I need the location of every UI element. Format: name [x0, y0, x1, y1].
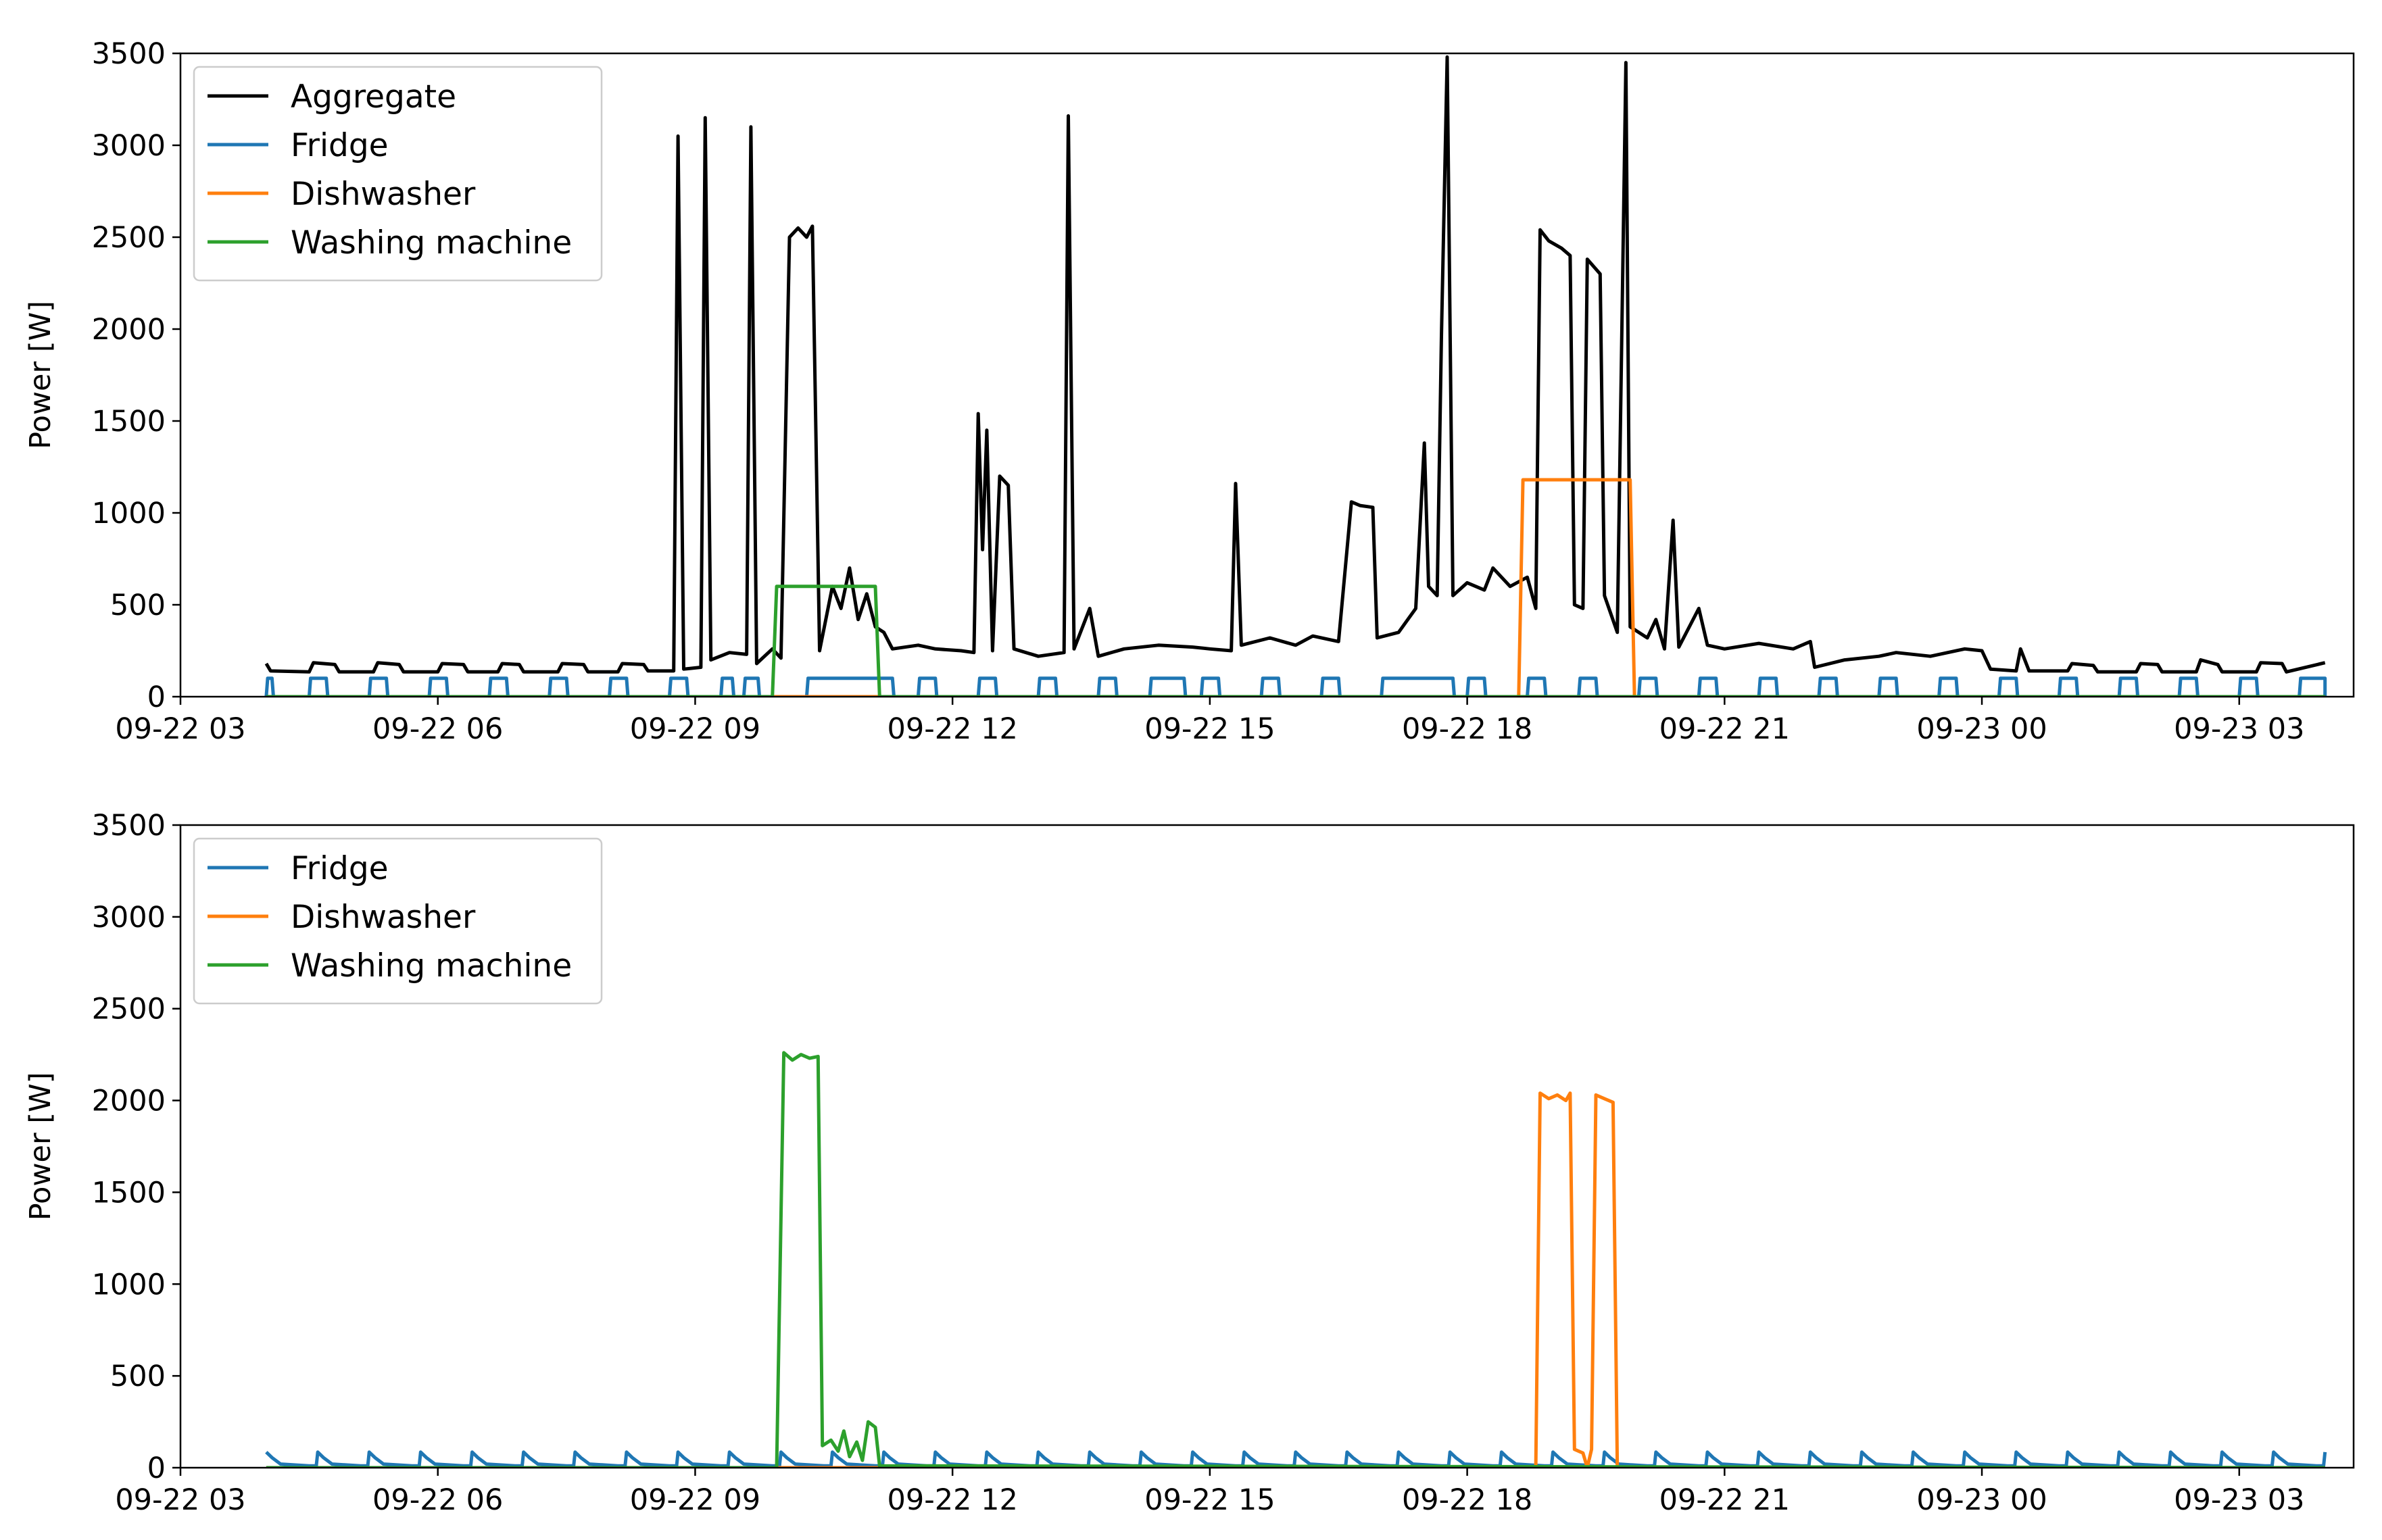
chart-2-xtick-label-8: 09-23 03 [2174, 1483, 2304, 1517]
chart-1: 0 500 1000 1500 2000 2500 3000 3500 09-22 03 09-2… [24, 37, 2355, 746]
chart-2-ytick-label-2500: 2500 [92, 993, 166, 1026]
chart-1-xtick-label-7: 09-23 00 [1916, 712, 2047, 746]
chart-2: 0 500 1000 1500 2000 2500 3000 3500 09-22 03 09-2… [24, 809, 2355, 1517]
chart-1-ytick-label-1500: 1500 [92, 405, 166, 439]
chart-2-xtick-label-2: 09-22 09 [630, 1483, 760, 1517]
chart-2-legend-box [193, 837, 603, 1005]
chart-1-ytick-label-2500: 2500 [92, 221, 166, 255]
chart-2-legend-label-dishwasher: Dishwasher [291, 899, 476, 936]
chart-1-xtick-label-0: 09-22 03 [115, 712, 245, 746]
chart-2-plot-area [265, 1051, 2327, 1468]
chart-2-series-fridge [265, 1450, 2327, 1468]
chart-1-ytick-label-2000: 2000 [92, 313, 166, 347]
chart-1-xtick-label-3: 09-22 12 [887, 712, 1017, 746]
chart-1-series-aggregate [264, 55, 2326, 674]
chart-1-xtick-label-4: 09-22 15 [1144, 712, 1275, 746]
chart-1-xtick-label-1: 09-22 06 [372, 712, 503, 746]
chart-2-legend: Fridge Dishwasher Washing machine [193, 837, 603, 1005]
chart-2-ytick-label-3000: 3000 [92, 901, 166, 935]
chart-2-ytick-label-500: 500 [110, 1360, 166, 1393]
chart-1-ytick-label-3500: 3500 [92, 37, 166, 71]
chart-1-legend: Aggregate Fridge Dishwasher Washing machine [193, 66, 603, 282]
chart-1-legend-label-dishwasher: Dishwasher [291, 176, 476, 213]
chart-1-legend-label-aggregate: Aggregate [291, 78, 456, 116]
chart-1-xtick-label-5: 09-22 18 [1402, 712, 1532, 746]
chart-1-xtick-label-2: 09-22 09 [630, 712, 760, 746]
chart-1-xtick-label-6: 09-22 21 [1659, 712, 1790, 746]
chart-2-xtick-label-1: 09-22 06 [372, 1483, 503, 1517]
chart-1-ylabel: Power [W] [24, 301, 57, 449]
chart-2-xtick-label-0: 09-22 03 [115, 1483, 245, 1517]
chart-2-legend-label-fridge: Fridge [291, 850, 389, 887]
chart-2-ytick-label-0: 0 [147, 1451, 166, 1485]
chart-1-plot-area [264, 55, 2327, 697]
chart-1-axes-frame [179, 52, 2355, 698]
chart-2-series-washing-machine [266, 1051, 2325, 1468]
chart-2-xtick-label-7: 09-23 00 [1916, 1483, 2047, 1517]
chart-2-legend-label-washing-machine: Washing machine [291, 947, 572, 985]
chart-1-ytick-label-0: 0 [147, 680, 166, 714]
chart-1-ytick-label-1000: 1000 [92, 497, 166, 530]
chart-1-series-fridge [264, 676, 2327, 697]
chart-1-legend-box [193, 66, 603, 282]
chart-2-xtick-label-4: 09-22 15 [1144, 1483, 1275, 1517]
chart-1-ytick-label-500: 500 [110, 589, 166, 622]
chart-2-ytick-label-3500: 3500 [92, 809, 166, 843]
chart-1-legend-label-washing-machine: Washing machine [291, 224, 572, 262]
chart-1-series-dishwasher [266, 478, 2325, 697]
chart-2-series-dishwasher [266, 1091, 2325, 1468]
chart-1-xtick-label-8: 09-23 03 [2174, 712, 2304, 746]
chart-1-ytick-label-3000: 3000 [92, 129, 166, 163]
chart-2-ytick-label-2000: 2000 [92, 1085, 166, 1118]
chart-2-xtick-label-5: 09-22 18 [1402, 1483, 1532, 1517]
chart-1-series-washing-machine [266, 585, 2325, 697]
chart-2-xtick-label-3: 09-22 12 [887, 1483, 1017, 1517]
chart-2-xtick-label-6: 09-22 21 [1659, 1483, 1790, 1517]
chart-2-ylabel: Power [W] [24, 1072, 57, 1221]
chart-2-axes-frame [179, 824, 2355, 1469]
chart-1-legend-label-fridge: Fridge [291, 127, 389, 164]
chart-2-ytick-label-1000: 1000 [92, 1268, 166, 1301]
chart-2-ytick-label-1500: 1500 [92, 1176, 166, 1210]
